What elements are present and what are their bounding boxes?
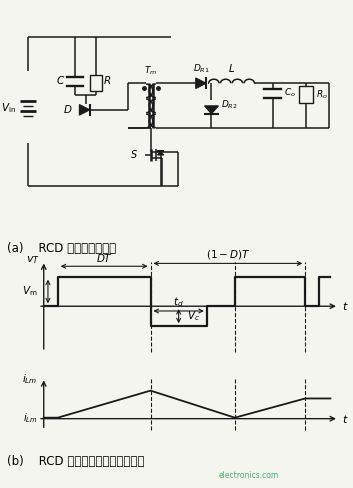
Text: (b)    RCD 复位正激变换器工作波形: (b) RCD 复位正激变换器工作波形 — [7, 455, 144, 468]
Text: $T_m$: $T_m$ — [144, 64, 158, 77]
Text: $V_{\mathrm{in}}$: $V_{\mathrm{in}}$ — [1, 102, 16, 115]
Text: L: L — [229, 64, 234, 74]
Text: $t$: $t$ — [342, 413, 348, 425]
Text: $i_{Lm}$: $i_{Lm}$ — [22, 372, 37, 386]
Text: D: D — [64, 105, 72, 115]
Polygon shape — [79, 104, 90, 115]
Text: $i_{Lm}$: $i_{Lm}$ — [23, 411, 37, 425]
Text: C: C — [57, 77, 64, 86]
Text: S: S — [131, 150, 137, 160]
Polygon shape — [204, 106, 219, 114]
Text: $DT$: $DT$ — [96, 252, 113, 264]
Text: $v_T$: $v_T$ — [26, 255, 40, 266]
Polygon shape — [157, 151, 164, 155]
Text: electronics.com: electronics.com — [219, 471, 279, 480]
Text: $V_{\mathrm{m}}$: $V_{\mathrm{m}}$ — [22, 285, 37, 298]
Text: (a)    RCD 复位正激变换器: (a) RCD 复位正激变换器 — [7, 243, 116, 255]
Bar — [299, 86, 313, 103]
Text: R: R — [104, 77, 111, 86]
Text: $V_c$: $V_c$ — [187, 309, 200, 323]
Text: $t_d$: $t_d$ — [173, 295, 184, 309]
Text: $(1-D)T$: $(1-D)T$ — [206, 248, 250, 261]
Polygon shape — [196, 78, 206, 89]
Text: $D_{R1}$: $D_{R1}$ — [193, 62, 209, 75]
Text: $D_{R2}$: $D_{R2}$ — [221, 98, 238, 111]
Text: $C_o$: $C_o$ — [284, 87, 296, 100]
Text: $R_o$: $R_o$ — [316, 88, 328, 101]
Bar — [90, 75, 102, 91]
Text: $t$: $t$ — [342, 300, 348, 312]
